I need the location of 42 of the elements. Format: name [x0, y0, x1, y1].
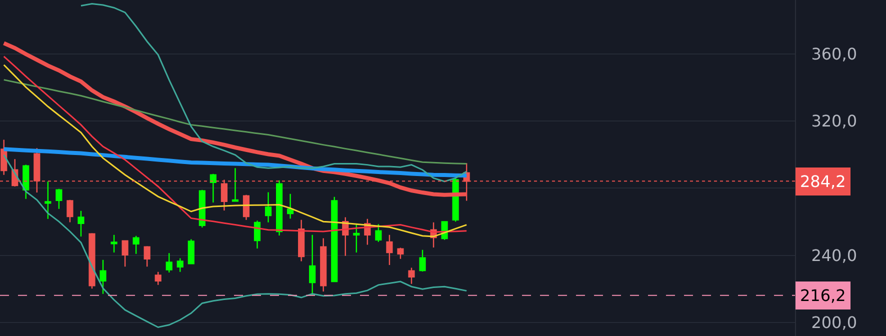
candlestick	[419, 249, 426, 272]
y-tick-label: 320,0	[811, 112, 858, 131]
candlestick	[122, 240, 128, 268]
candlestick	[298, 219, 305, 262]
candlestick	[264, 192, 272, 224]
candlestick	[88, 232, 96, 290]
candlestick	[144, 246, 150, 268]
ref-line-label: 216,2	[800, 286, 846, 305]
candlestick	[166, 252, 172, 274]
candlestick	[309, 234, 316, 296]
candlestick	[386, 234, 393, 266]
line-series	[3, 79, 468, 165]
candlestick	[375, 224, 382, 243]
y-tick-label: 200,0	[811, 313, 858, 332]
ref-line-label: 284,2	[800, 172, 846, 191]
line-series	[80, 2, 468, 182]
candlestick	[331, 196, 338, 282]
candlestick	[397, 247, 404, 260]
y-tick-label: 360,0	[811, 44, 858, 64]
candlestick	[100, 259, 106, 294]
candlestick	[176, 258, 184, 272]
candlestick	[188, 238, 194, 264]
candlestick	[353, 224, 360, 254]
candlestick	[232, 168, 239, 202]
line-series	[2, 147, 469, 178]
candlestick	[320, 238, 327, 292]
candlestick	[44, 180, 52, 220]
candlestick	[287, 193, 294, 220]
candlestick	[78, 210, 84, 238]
candlestick	[242, 194, 250, 221]
candlestick	[22, 164, 30, 200]
candlestick	[210, 173, 216, 204]
candlestick	[110, 234, 118, 254]
candlestick	[154, 271, 162, 286]
line-series	[3, 154, 468, 328]
candlestick	[276, 180, 283, 236]
candlestick	[254, 220, 261, 250]
candlestick	[132, 235, 140, 254]
candlestick	[408, 267, 415, 285]
candlestick	[56, 188, 62, 210]
candlestick	[66, 199, 74, 223]
y-tick-label: 240,0	[811, 246, 858, 265]
